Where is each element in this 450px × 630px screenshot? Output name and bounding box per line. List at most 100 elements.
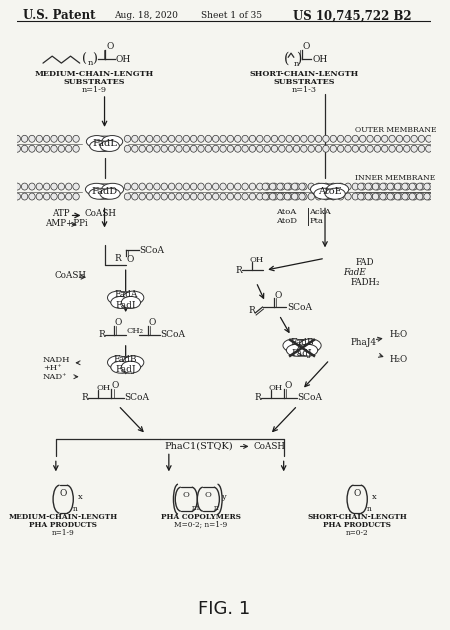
Text: x: x	[78, 493, 83, 501]
Circle shape	[190, 135, 197, 142]
Text: SHORT-CHAIN-LENGTH: SHORT-CHAIN-LENGTH	[307, 513, 407, 521]
Circle shape	[183, 193, 189, 200]
Circle shape	[382, 193, 388, 200]
Circle shape	[279, 193, 285, 200]
Circle shape	[418, 183, 425, 190]
Circle shape	[234, 193, 241, 200]
Ellipse shape	[108, 356, 128, 369]
Circle shape	[51, 183, 57, 190]
Circle shape	[212, 146, 219, 152]
Ellipse shape	[100, 140, 119, 151]
Circle shape	[124, 193, 130, 200]
Circle shape	[387, 183, 393, 190]
Circle shape	[264, 146, 270, 152]
Circle shape	[176, 183, 182, 190]
Text: Aug. 18, 2020: Aug. 18, 2020	[114, 11, 178, 20]
Circle shape	[249, 135, 256, 142]
Circle shape	[212, 183, 219, 190]
Text: O: O	[106, 42, 114, 50]
Circle shape	[292, 183, 298, 190]
Circle shape	[330, 183, 337, 190]
Circle shape	[161, 135, 167, 142]
Ellipse shape	[122, 361, 140, 373]
Circle shape	[426, 135, 432, 142]
Text: FADH₂: FADH₂	[351, 278, 380, 287]
Circle shape	[139, 183, 145, 190]
Text: FAD: FAD	[356, 258, 374, 266]
Circle shape	[404, 146, 410, 152]
Text: SCoA: SCoA	[288, 302, 312, 312]
Circle shape	[73, 183, 79, 190]
Circle shape	[212, 193, 219, 200]
Circle shape	[58, 183, 64, 190]
Text: CH₂: CH₂	[126, 327, 144, 335]
Ellipse shape	[327, 183, 349, 195]
Ellipse shape	[102, 135, 123, 147]
Circle shape	[51, 135, 57, 142]
Circle shape	[299, 183, 305, 190]
Ellipse shape	[314, 188, 334, 199]
Circle shape	[262, 183, 269, 190]
Text: US 10,745,722 B2: US 10,745,722 B2	[293, 9, 411, 22]
Text: n=0-2: n=0-2	[346, 529, 369, 537]
Ellipse shape	[111, 361, 130, 373]
Ellipse shape	[90, 140, 109, 151]
Text: n: n	[72, 505, 77, 513]
Circle shape	[161, 183, 167, 190]
Circle shape	[227, 146, 234, 152]
Circle shape	[382, 183, 388, 190]
Text: NAD⁺: NAD⁺	[43, 373, 68, 381]
Ellipse shape	[123, 356, 144, 369]
Circle shape	[227, 193, 234, 200]
Text: FadA
FadI: FadA FadI	[114, 290, 137, 310]
Circle shape	[424, 183, 430, 190]
Circle shape	[22, 183, 28, 190]
Circle shape	[402, 183, 408, 190]
Ellipse shape	[89, 188, 109, 199]
Circle shape	[161, 146, 167, 152]
Circle shape	[73, 135, 79, 142]
Circle shape	[190, 146, 197, 152]
Circle shape	[58, 146, 64, 152]
Text: FIG. 1: FIG. 1	[198, 600, 250, 617]
Circle shape	[73, 193, 79, 200]
Circle shape	[396, 183, 403, 190]
Text: FadL: FadL	[92, 139, 117, 148]
Circle shape	[198, 146, 204, 152]
Circle shape	[411, 146, 417, 152]
Circle shape	[387, 193, 393, 200]
Text: n=1-9: n=1-9	[52, 529, 75, 537]
Text: PHA PRODUCTS: PHA PRODUCTS	[323, 521, 391, 529]
Circle shape	[418, 135, 425, 142]
Text: O: O	[274, 290, 282, 300]
Circle shape	[44, 146, 50, 152]
Text: n: n	[214, 504, 219, 512]
Circle shape	[374, 183, 381, 190]
Circle shape	[345, 146, 351, 152]
Circle shape	[256, 193, 263, 200]
Text: OH: OH	[312, 55, 328, 64]
Circle shape	[367, 183, 373, 190]
Text: AtoE: AtoE	[318, 187, 342, 196]
Circle shape	[124, 135, 130, 142]
Text: O: O	[115, 318, 122, 328]
Circle shape	[293, 183, 300, 190]
Circle shape	[271, 135, 278, 142]
Text: MEDIUM-CHAIN-LENGTH: MEDIUM-CHAIN-LENGTH	[35, 70, 154, 78]
Circle shape	[293, 193, 300, 200]
Circle shape	[394, 193, 401, 200]
Circle shape	[315, 193, 322, 200]
Text: OH: OH	[116, 55, 131, 64]
Circle shape	[154, 135, 160, 142]
Text: R: R	[81, 393, 88, 402]
Circle shape	[168, 183, 175, 190]
Ellipse shape	[297, 344, 318, 356]
Circle shape	[29, 193, 35, 200]
Circle shape	[404, 135, 410, 142]
Circle shape	[301, 146, 307, 152]
Circle shape	[264, 183, 270, 190]
Text: O: O	[126, 255, 134, 264]
Text: Pta: Pta	[310, 217, 323, 226]
Circle shape	[198, 135, 204, 142]
Circle shape	[242, 135, 248, 142]
